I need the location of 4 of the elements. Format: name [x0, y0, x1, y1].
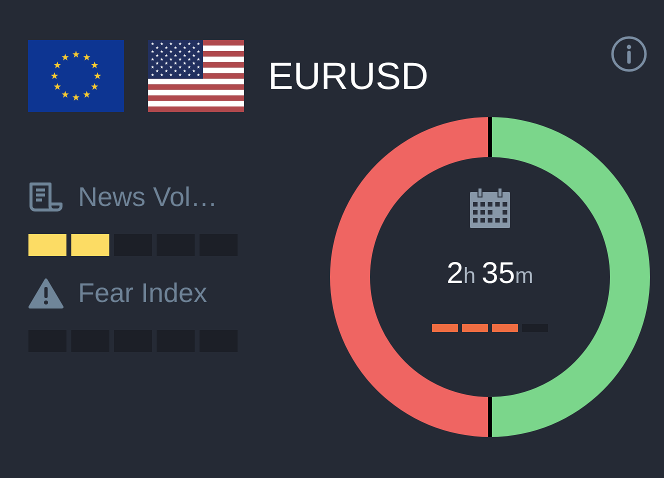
chart-title: Fear Index — [78, 278, 208, 308]
chart-title: EURUSD — [268, 56, 428, 98]
chart-title: News Vol… — [78, 182, 218, 212]
text: 2h 35m — [446, 257, 534, 290]
